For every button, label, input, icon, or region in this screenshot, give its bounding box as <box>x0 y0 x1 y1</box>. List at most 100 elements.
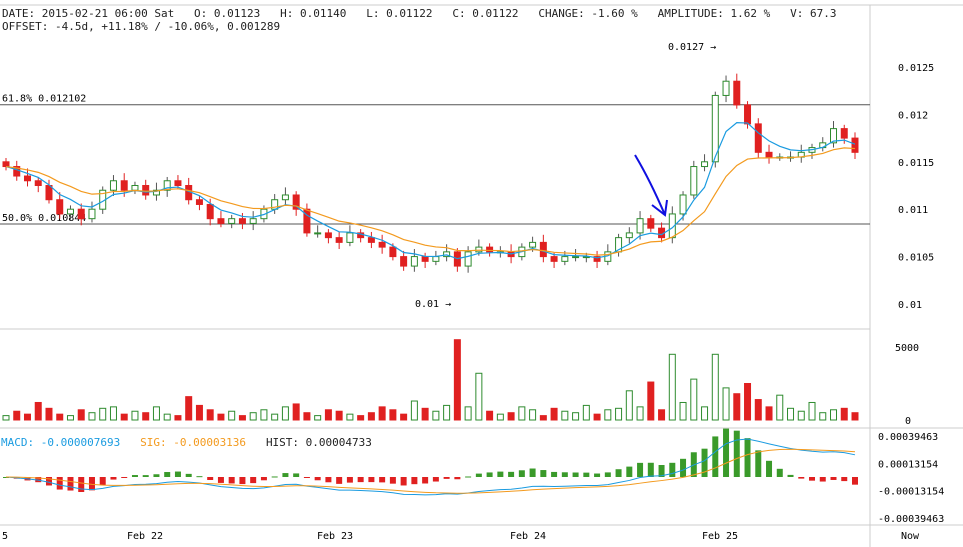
volume-bar <box>410 400 418 421</box>
volume-bar <box>733 393 741 421</box>
volume-bar <box>561 410 569 421</box>
macd-hist-bar <box>604 472 611 477</box>
volume-bar <box>45 407 53 421</box>
macd-hist-bar <box>809 477 816 481</box>
macd-readout: MACD: -0.000007693 SIG: -0.00003136 HIST… <box>1 436 372 449</box>
candle-body <box>722 80 730 96</box>
candle-body <box>830 128 838 144</box>
offset-readout: OFFSET: -4.5d, +11.18% / -10.06%, 0.0012… <box>2 20 281 33</box>
macd-hist-bar <box>798 477 805 479</box>
volume-bar <box>23 413 31 421</box>
macd-hist-bar <box>411 477 418 485</box>
time-tick: Feb 24 <box>510 531 546 542</box>
macd-hist-bar <box>250 477 257 484</box>
macd-hist-bar <box>712 436 719 477</box>
macd-hist-bar <box>368 477 375 483</box>
macd-hist-bar <box>454 477 461 480</box>
volume-bar <box>271 413 279 421</box>
signal-line <box>5 448 856 494</box>
volume-bar <box>475 372 483 421</box>
volume-bar <box>174 415 182 421</box>
ma-slow-line <box>5 147 856 256</box>
macd-hist-bar <box>669 462 676 477</box>
volume-bar <box>260 409 268 421</box>
volume-bar <box>647 381 655 421</box>
candle-body <box>765 151 773 158</box>
candle-body <box>572 256 580 259</box>
volume-bar <box>185 396 193 421</box>
volume-bar <box>367 412 375 421</box>
macd-hist-bar <box>196 476 203 478</box>
volume-bar <box>550 407 558 421</box>
macd-hist-bar <box>733 430 740 477</box>
candle-body <box>475 246 483 253</box>
volume-bar <box>292 403 300 421</box>
volume-bar <box>668 353 676 421</box>
candle-body <box>228 218 236 224</box>
ma-fast-line <box>5 122 856 260</box>
volume-bar <box>152 406 160 421</box>
candle-body <box>281 194 289 201</box>
macd-hist-bar <box>239 477 246 485</box>
candle-body <box>335 237 343 243</box>
volume-bar <box>56 413 64 421</box>
candle-body <box>217 218 225 224</box>
macd-hist-bar <box>400 477 407 486</box>
time-tick: Now <box>901 531 920 542</box>
macd-hist-bar <box>131 475 138 477</box>
volume-bar <box>314 415 322 421</box>
volume-bar <box>163 413 171 421</box>
volume-bar <box>389 409 397 421</box>
time-tick: 5 <box>2 531 8 542</box>
volume-bar <box>303 412 311 421</box>
volume-bar <box>34 401 42 421</box>
macd-hist-bar <box>260 477 267 481</box>
volume-bar <box>249 412 257 421</box>
volume-bar <box>464 406 472 421</box>
candle-body <box>679 194 687 215</box>
macd-hist-bar <box>314 477 321 481</box>
candle-body <box>303 208 311 234</box>
macd-hist-bar <box>303 477 310 478</box>
macd-line <box>5 438 856 496</box>
candle-body <box>206 203 214 220</box>
volume-bar <box>722 387 730 421</box>
candle-body <box>432 256 440 262</box>
macd-hist-bar <box>475 473 482 477</box>
macd-hist-bar <box>45 477 52 486</box>
volume-bar <box>77 409 85 421</box>
volume-bar <box>378 406 386 421</box>
volume-bar <box>335 410 343 421</box>
macd-hist-bar <box>185 473 192 477</box>
volume-bar <box>787 407 795 421</box>
macd-hist-bar <box>389 477 396 484</box>
volume-bar <box>518 406 526 421</box>
volume-bar <box>830 409 838 421</box>
candle-body <box>324 232 332 239</box>
high-annotation: 0.0127 → <box>668 42 716 53</box>
time-tick: Feb 23 <box>317 531 353 542</box>
macd-hist-bar <box>572 472 579 477</box>
volume-bar <box>840 407 848 421</box>
candle-body <box>109 180 117 191</box>
macd-hist-bar <box>465 476 472 478</box>
macd-hist-bar <box>529 468 536 477</box>
macd-hist-bar <box>852 477 858 485</box>
candle-body <box>2 161 10 168</box>
candle-body <box>464 251 472 267</box>
macd-hist-bar <box>174 471 181 477</box>
volume-bar <box>582 404 590 421</box>
candle-body <box>77 208 85 220</box>
volume-bar <box>66 415 74 421</box>
macd-hist-bar <box>56 477 63 490</box>
volume-bar <box>636 406 644 421</box>
low-annotation: 0.01 → <box>415 299 451 310</box>
volume-bar <box>228 410 236 421</box>
macd-hist-bar <box>658 465 665 477</box>
macd-hist-bar <box>497 471 504 477</box>
price-tick: 0.012 <box>898 110 928 121</box>
macd-hist-bar <box>551 471 558 477</box>
signal-value: SIG: -0.00003136 <box>140 436 247 449</box>
